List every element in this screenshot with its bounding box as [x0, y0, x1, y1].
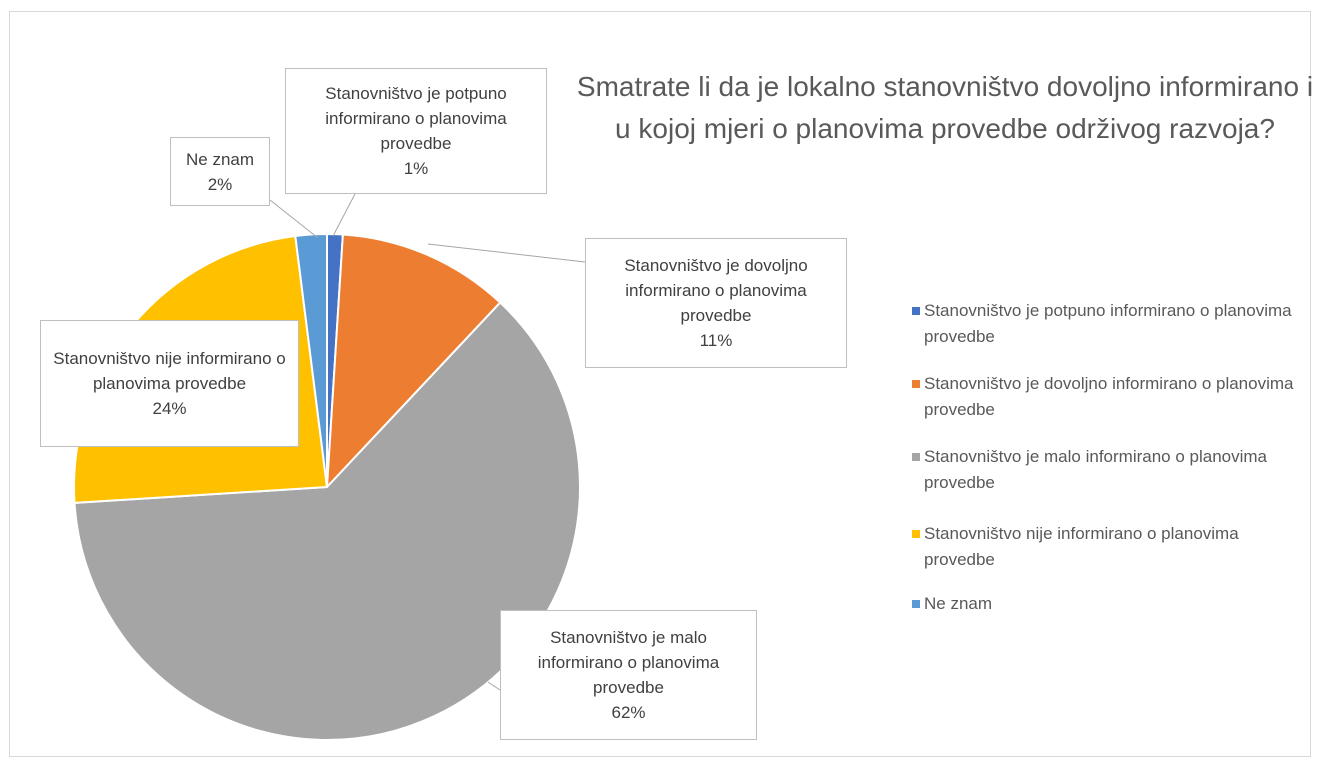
legend-label: Stanovništvo je dovoljno informirano o p… [924, 374, 1294, 419]
data-label: Ne znam 2% [170, 137, 270, 206]
legend-item: Ne znam [912, 591, 1312, 617]
legend-swatch [912, 530, 920, 538]
data-label-category: Stanovništvo je malo informirano o plano… [537, 628, 720, 697]
legend-label: Ne znam [924, 594, 993, 613]
legend-item: Stanovništvo je malo informirano o plano… [912, 444, 1312, 496]
data-label-value: 24% [152, 399, 187, 418]
data-label-value: 62% [611, 703, 646, 722]
legend-swatch [912, 307, 920, 315]
data-label-category: Stanovništvo je dovoljno informirano o p… [624, 256, 808, 325]
legend-label: Stanovništvo je potpuno informirano o pl… [924, 301, 1292, 346]
leader-line [332, 193, 356, 237]
chart-title: Smatrate li da je lokalno stanovništvo d… [576, 71, 1314, 144]
leader-line [487, 681, 501, 691]
legend-swatch [912, 600, 920, 608]
legend-label: Stanovništvo je malo informirano o plano… [924, 447, 1268, 492]
data-label: Stanovništvo je dovoljno informirano o p… [585, 238, 847, 368]
leader-line [269, 199, 319, 239]
pie-slice [325, 233, 502, 490]
pie-slice [294, 232, 328, 488]
legend-item: Stanovništvo je dovoljno informirano o p… [912, 371, 1312, 423]
chart-frame [9, 11, 1311, 757]
leader-line [427, 243, 586, 263]
data-label-category: Stanovništvo je potpuno informirano o pl… [325, 84, 507, 153]
data-label: Stanovništvo je potpuno informirano o pl… [285, 68, 547, 194]
data-label-value: 11% [699, 331, 733, 350]
legend-swatch [912, 380, 920, 388]
data-label: Stanovništvo nije informirano o planovim… [40, 320, 299, 447]
legend-swatch [912, 453, 920, 461]
legend-label: Stanovništvo nije informirano o planovim… [924, 524, 1239, 569]
data-label: Stanovništvo je malo informirano o plano… [500, 610, 757, 740]
data-label-category: Stanovništvo nije informirano o planovim… [53, 349, 286, 393]
legend-item: Stanovništvo je potpuno informirano o pl… [912, 298, 1312, 350]
legend-item: Stanovništvo nije informirano o planovim… [912, 521, 1312, 573]
data-label-value: 2% [207, 174, 233, 194]
data-label-value: 1% [403, 159, 429, 178]
data-label-category: Ne znam [185, 149, 255, 169]
pie-slice [73, 301, 581, 741]
